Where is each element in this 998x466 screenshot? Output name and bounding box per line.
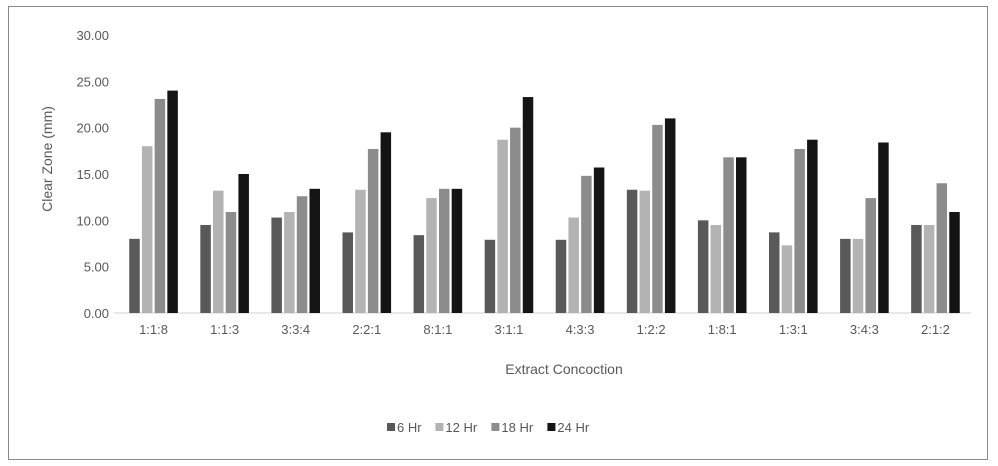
x-tick-label: 3:4:3 [850, 322, 879, 337]
x-tick-label: 4:3:3 [566, 322, 595, 337]
x-tick-label: 1:1:3 [210, 322, 239, 337]
bar-12-hr-2-1-2 [923, 224, 935, 313]
legend-label: 18 Hr [501, 420, 533, 435]
bar-24-hr-4-3-3 [593, 167, 605, 313]
bar-24-hr-2-1-2 [949, 211, 960, 313]
bar-18-hr-2-1-2 [936, 183, 948, 313]
y-tick-label: 25.00 [76, 74, 109, 89]
y-tick-label: 0.00 [84, 306, 109, 321]
x-axis-ticks: 1:1:8 1:1:3 3:3:4 2:2:1 8:1:1 3:1:1 4:3:3 1:2:2… [139, 322, 950, 337]
legend: 6 Hr 12 Hr 18 Hr 24 Hr [387, 420, 590, 435]
y-tick-label: 20.00 [76, 121, 109, 136]
bar-6-hr-3-3-4 [271, 217, 282, 313]
bar-18-hr-1-1-3 [225, 211, 237, 313]
bar-6-hr-2-2-1 [342, 232, 353, 313]
x-tick-label: 2:1:2 [921, 322, 950, 337]
bar-6-hr-1-1-3 [200, 224, 211, 313]
x-tick-label: 3:3:4 [281, 322, 310, 337]
bar-18-hr-1-3-1 [794, 148, 805, 313]
bar-6-hr-1-1-8 [129, 238, 140, 313]
x-tick-label: 1:1:8 [139, 322, 168, 337]
bar-18-hr-1-8-1 [723, 157, 734, 313]
bar-24-hr-3-4-3 [878, 142, 889, 313]
bar-12-hr-3-4-3 [852, 238, 864, 313]
bar-12-hr-1-8-1 [710, 224, 722, 313]
bar-24-hr-1-1-3 [238, 174, 249, 313]
bar-18-hr-3-4-3 [865, 198, 876, 313]
bar-24-hr-1-2-2 [664, 118, 676, 314]
bar-18-hr-1-2-2 [652, 124, 663, 313]
y-axis-ticks: 0.00 5.00 10.00 15.00 20.00 25.00 30.00 [76, 28, 109, 321]
bar-12-hr-1-1-8 [141, 146, 153, 313]
bar-24-hr-1-3-1 [807, 139, 818, 313]
legend-swatch [547, 423, 556, 431]
legend-swatch [491, 423, 500, 431]
x-axis-title: Extract Concoction [505, 361, 623, 377]
bar-12-hr-1-2-2 [639, 190, 651, 313]
bar-18-hr-3-1-1 [510, 127, 521, 313]
x-tick-label: 8:1:1 [423, 322, 452, 337]
bar-18-hr-2-2-1 [367, 148, 379, 313]
bar-12-hr-1-1-3 [213, 190, 224, 313]
y-tick-label: 15.00 [76, 167, 109, 182]
bar-12-hr-8-1-1 [426, 198, 437, 313]
x-tick-label: 1:8:1 [708, 322, 737, 337]
chart-frame: 0.00 5.00 10.00 15.00 20.00 25.00 30.00 1:1:8 1… [8, 6, 988, 460]
x-tick-label: 3:1:1 [494, 322, 523, 337]
bar-6-hr-1-3-1 [768, 232, 780, 313]
bar-18-hr-3-3-4 [296, 196, 308, 313]
bar-6-hr-4-3-3 [555, 239, 567, 313]
legend-swatch [435, 423, 444, 431]
x-tick-label: 2:2:1 [352, 322, 381, 337]
bars-layer [129, 90, 960, 314]
bar-6-hr-1-2-2 [626, 189, 638, 313]
bar-6-hr-3-1-1 [484, 239, 496, 313]
bar-12-hr-4-3-3 [568, 217, 579, 313]
x-tick-label: 1:3:1 [779, 322, 808, 337]
bar-12-hr-1-3-1 [781, 245, 793, 313]
bar-24-hr-3-3-4 [309, 188, 321, 313]
legend-label: 6 Hr [397, 420, 422, 435]
bar-18-hr-1-1-8 [154, 98, 166, 313]
y-axis-title: Clear Zone (mm) [39, 106, 55, 212]
legend-label: 12 Hr [445, 420, 477, 435]
bar-6-hr-1-8-1 [697, 220, 709, 313]
legend-label: 24 Hr [557, 420, 589, 435]
bar-24-hr-1-8-1 [736, 157, 747, 313]
bar-6-hr-3-4-3 [840, 238, 851, 313]
bar-24-hr-1-1-8 [167, 90, 178, 313]
bar-6-hr-2-1-2 [911, 224, 922, 313]
bar-12-hr-2-2-1 [355, 189, 366, 313]
bar-12-hr-3-1-1 [497, 139, 508, 313]
bar-18-hr-8-1-1 [438, 188, 450, 313]
y-tick-label: 10.00 [76, 213, 109, 228]
bar-24-hr-3-1-1 [522, 97, 534, 313]
y-tick-label: 5.00 [84, 260, 109, 275]
bar-24-hr-2-2-1 [380, 132, 392, 313]
x-tick-label: 1:2:2 [637, 322, 666, 337]
bar-18-hr-4-3-3 [581, 175, 592, 313]
bar-12-hr-3-3-4 [284, 211, 295, 313]
bar-6-hr-8-1-1 [413, 235, 425, 313]
legend-swatch [387, 423, 395, 431]
y-tick-label: 30.00 [76, 28, 109, 43]
bar-24-hr-8-1-1 [451, 188, 463, 313]
